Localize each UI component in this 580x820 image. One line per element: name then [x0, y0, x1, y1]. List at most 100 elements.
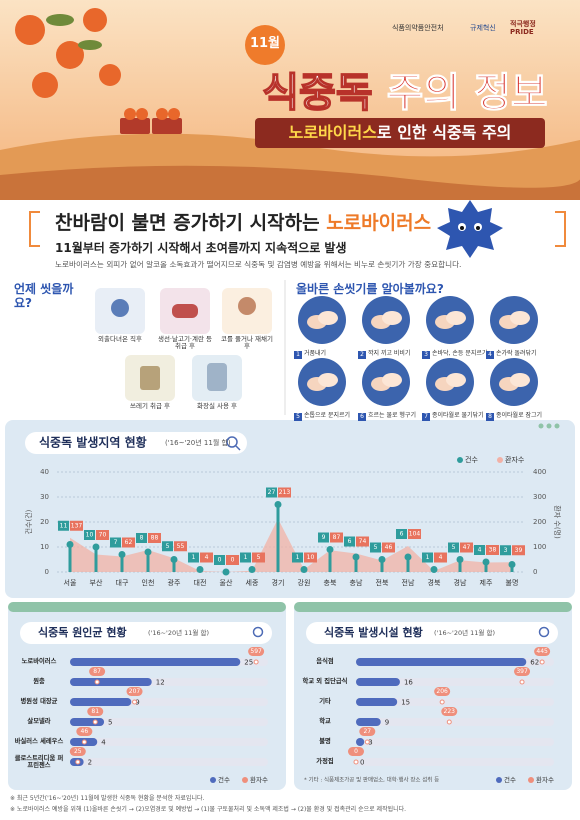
x-tick-label: 전북	[376, 578, 389, 587]
patients-label: 46	[385, 544, 393, 551]
title-part: 식중독	[261, 69, 373, 117]
patients-label: 27	[363, 728, 371, 735]
step-hand	[382, 373, 402, 387]
patients-marker	[353, 759, 359, 765]
count-label: 7	[114, 539, 118, 546]
x-tick-label: 경북	[428, 578, 441, 587]
patients-label-bg	[248, 647, 265, 656]
y2-tick-label: 0	[533, 568, 537, 576]
x-tick-label: 전남	[402, 578, 415, 587]
category-label: 원충	[33, 678, 45, 686]
label-box	[58, 520, 69, 531]
step-number: 5	[294, 413, 302, 421]
patients-label: 70	[99, 532, 107, 539]
patients-marker	[132, 699, 138, 705]
patients-marker	[364, 739, 370, 745]
label-box	[460, 542, 473, 553]
category-label: 가정집	[316, 758, 334, 766]
count-label: 9	[385, 719, 389, 727]
patients-label: 38	[489, 547, 497, 554]
legend-label: 건수	[465, 455, 478, 464]
legend-label: 환자수	[536, 775, 554, 784]
chart-note: * 기타 : 식품제조가공 및 판매업소, 대학·행사 장소 섭취 등	[304, 776, 439, 784]
count-label: 5	[452, 544, 456, 551]
patients-label: 223	[444, 708, 456, 715]
patients-label: 445	[536, 648, 548, 655]
count-dot	[118, 551, 126, 558]
count-bar	[70, 698, 132, 706]
patients-label: 0	[354, 748, 358, 755]
label-box	[474, 545, 485, 555]
y2-axis-label: 환자 수(명)	[553, 505, 562, 539]
x-tick-label: 대전	[194, 578, 207, 587]
x-tick-label: 경기	[272, 578, 285, 587]
step-hand	[318, 373, 338, 387]
y-tick-label: 30	[40, 493, 49, 501]
cause-chart: 식중독 원인균 현황 ('16~'20년 11월 합) 25 597 12 87 9 207 5…	[8, 602, 286, 790]
patients-label: 207	[129, 688, 141, 695]
step-number: 2	[358, 351, 366, 359]
patients-label: 55	[177, 543, 185, 550]
y2-tick-label: 100	[533, 543, 546, 551]
label-box	[226, 555, 239, 565]
bar-track	[356, 678, 554, 686]
patients-label: 597	[250, 648, 262, 655]
count-dot	[248, 566, 256, 573]
label-box	[278, 487, 291, 498]
facility-chart: 식중독 발생시설 현황 ('16~'20년 11월 합) 62 445 16 397 15 2…	[294, 602, 572, 790]
label-box	[318, 532, 329, 543]
step-number: 1	[294, 351, 302, 359]
headline-highlight: 노로바이러스	[326, 212, 432, 234]
category-label: 학교	[319, 718, 331, 726]
label-box	[266, 487, 277, 498]
patients-label: 81	[91, 708, 99, 715]
step-label: 손가락 돌려닦기	[496, 350, 537, 357]
label-box	[486, 545, 499, 555]
label-box	[174, 541, 187, 552]
count-bar	[356, 738, 365, 746]
patients-label: 4	[439, 554, 443, 561]
y-tick-label: 40	[40, 468, 49, 476]
step-label: 종이타월로 물기닦기	[432, 412, 484, 419]
count-dot	[326, 546, 334, 553]
x-tick-label: 경남	[454, 578, 467, 587]
label-box	[500, 545, 511, 556]
description: 노로바이러스는 외피가 없어 알코올 소독효과가 떨어지므로 식중독 및 감염병…	[55, 260, 462, 269]
headline-text: 찬바람이 불면 증가하기 시작하는	[55, 212, 320, 234]
bar-track	[70, 738, 268, 746]
count-bar	[356, 698, 398, 706]
chart-subtitle: ('16~'20년 11월 합)	[434, 628, 495, 637]
chart-title: 식중독 발생시설 현황	[324, 625, 423, 639]
label-box	[422, 552, 433, 563]
category-label: 바실러스 세레우스	[14, 738, 64, 746]
when-caption: 외출다녀온 직후	[98, 335, 142, 343]
count-label: 0	[360, 759, 364, 767]
x-tick-label: 부산	[90, 578, 103, 587]
step-label: 거품내기	[304, 350, 327, 357]
label-box	[408, 529, 421, 539]
label-box	[512, 545, 525, 556]
patients-label-bg	[434, 687, 451, 696]
count-bar	[70, 678, 152, 686]
step-label: 깍지 끼고 비비기	[368, 350, 411, 357]
intro-art	[29, 200, 566, 415]
patients-label-bg	[69, 747, 86, 756]
how-title: 올바른 손씻기를 알아볼까요?	[296, 282, 444, 296]
agency-logo: 식품의약품안전처	[392, 24, 444, 32]
count-dot	[508, 561, 516, 568]
patients-label-bg	[76, 727, 93, 736]
patients-label: 206	[436, 688, 448, 695]
legend-swatch	[210, 777, 216, 783]
subline: 11월부터 증가하기 시작해서 초여름까지 지속적으로 발생	[55, 241, 347, 255]
patients-label: 46	[81, 728, 89, 735]
count-label: 4	[101, 739, 106, 747]
count-dot	[170, 556, 178, 563]
step-number: 7	[422, 413, 430, 421]
category-label: 살모넬라	[27, 718, 51, 726]
count-bar	[356, 678, 400, 686]
footnote: ※ 최근 5년간('16~'20년) 11월에 발생한 식중독 현황을 분석한 …	[10, 795, 205, 802]
patients-marker	[446, 719, 452, 725]
patients-label: 62	[125, 539, 133, 546]
count-dot	[430, 566, 438, 573]
count-label: 4	[478, 547, 482, 554]
